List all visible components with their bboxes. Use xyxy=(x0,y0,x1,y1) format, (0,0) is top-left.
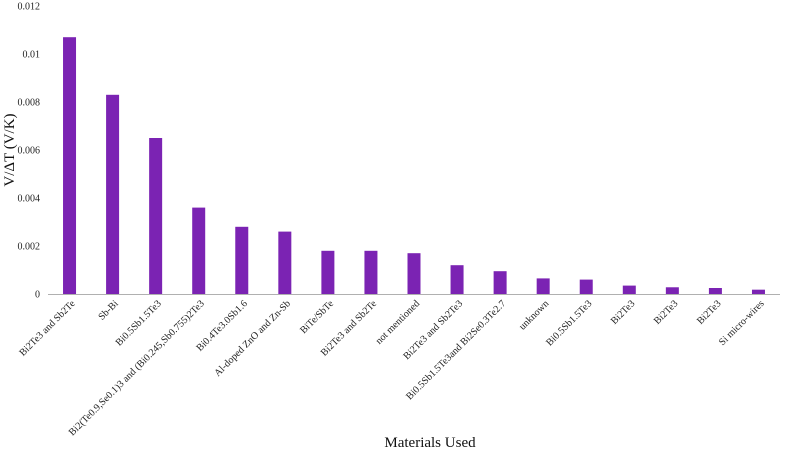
y-axis-ticks: 0 0.002 0.004 0.006 0.008 0.01 0.012 xyxy=(18,2,41,301)
bar xyxy=(63,37,77,294)
category-label: BiTe/SbTe xyxy=(298,298,336,336)
bar xyxy=(751,289,765,294)
y-tick-label: 0.012 xyxy=(18,2,41,13)
category-label: Sb-Bi xyxy=(96,298,120,322)
y-axis-title: V/ΔT (V/K) xyxy=(2,113,18,186)
bar xyxy=(364,250,378,294)
category-label: unknown xyxy=(517,298,551,332)
category-label: Al-doped ZnO and Zn-Sb xyxy=(212,298,293,379)
category-label: Bi2Te3 xyxy=(695,298,723,326)
category-label: Bi2Te3 xyxy=(609,298,637,326)
bar xyxy=(622,285,636,294)
bar xyxy=(192,207,206,294)
bar xyxy=(493,271,507,294)
bar xyxy=(708,288,722,294)
x-axis-title: Materials Used xyxy=(384,435,476,451)
bar xyxy=(579,279,593,294)
y-tick-label: 0.002 xyxy=(18,242,41,253)
y-tick-label: 0.004 xyxy=(18,194,41,205)
bar xyxy=(665,287,679,294)
bar xyxy=(106,94,120,294)
category-label: Bi0.5Sb1.5Te3 xyxy=(544,298,594,348)
bar xyxy=(321,250,335,294)
y-tick-label: 0.01 xyxy=(23,50,41,61)
bar xyxy=(536,278,550,294)
category-label: Si micro-wires xyxy=(717,298,767,348)
category-label: Bi2Te3 xyxy=(652,298,680,326)
category-label: Bi2Te3 and Sb2Te xyxy=(17,298,78,359)
bars-group xyxy=(63,37,765,294)
bar xyxy=(278,231,292,294)
category-labels: Bi2Te3 and Sb2Te Sb-BiBi0.5Sb1.5Te3Bi2(Te… xyxy=(17,298,766,438)
y-tick-label: 0.006 xyxy=(18,146,41,157)
y-tick-label: 0.008 xyxy=(18,98,41,109)
bar xyxy=(149,138,163,294)
y-tick-label: 0 xyxy=(35,290,40,301)
bar xyxy=(235,226,249,294)
bar xyxy=(450,265,464,294)
bar xyxy=(407,253,421,294)
